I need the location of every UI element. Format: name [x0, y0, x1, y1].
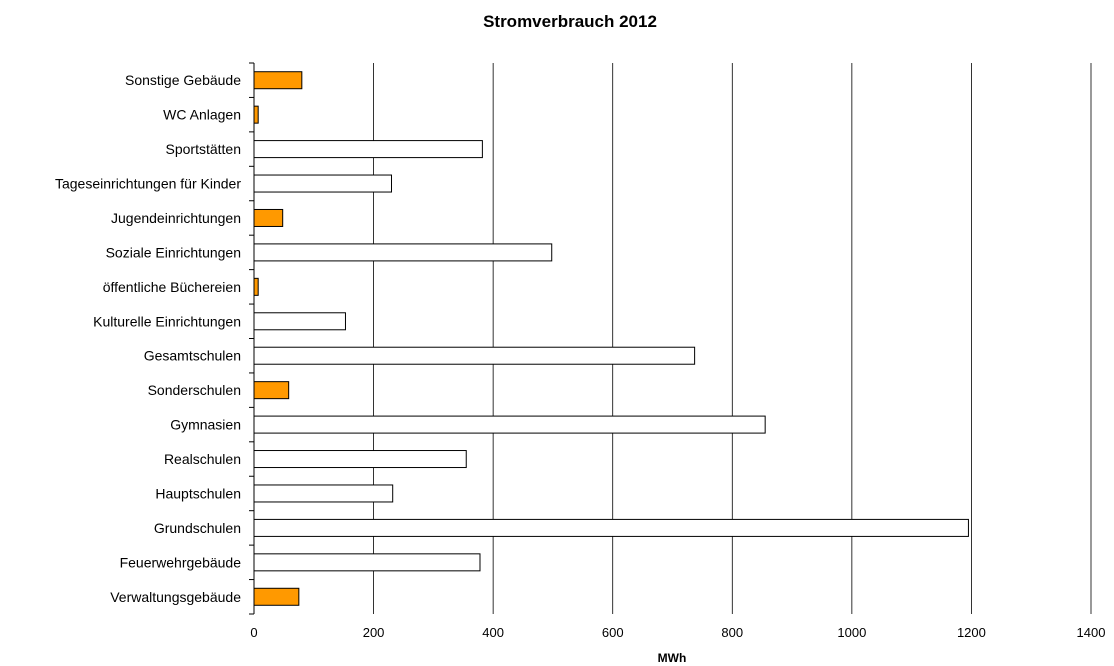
bar-1: [253, 105, 259, 124]
category-label-7: Kulturelle Einrichtungen: [93, 313, 241, 329]
category-label-4: Jugendeinrichtungen: [111, 210, 241, 226]
bar-9: [253, 381, 290, 400]
chart-title: Stromverbrauch 2012: [483, 12, 657, 31]
x-tick-label-600: 600: [602, 625, 624, 640]
gridlines: [373, 63, 1092, 614]
category-label-10: Gymnasien: [170, 417, 241, 433]
category-label-1: WC Anlagen: [163, 107, 241, 123]
bar-14: [253, 553, 481, 572]
bar-13: [253, 518, 969, 537]
category-label-11: Realschulen: [164, 451, 241, 467]
category-label-15: Verwaltungsgebäude: [110, 589, 241, 605]
bar-12: [253, 484, 394, 503]
category-label-6: öffentliche Büchereien: [103, 279, 241, 295]
category-label-2: Sportstätten: [166, 141, 242, 157]
category-labels: Sonstige Gebäude WC Anlagen Sportstätten Ta…: [55, 62, 254, 615]
bar-2: [253, 140, 483, 159]
x-tick-label-400: 400: [482, 625, 504, 640]
x-tick-label-1000: 1000: [837, 625, 866, 640]
category-label-5: Soziale Einrichtungen: [106, 244, 241, 260]
bar-10: [253, 415, 766, 434]
bar-15: [253, 587, 300, 606]
bar-3: [253, 174, 393, 193]
x-tick-label-200: 200: [363, 625, 385, 640]
bar-5: [253, 243, 553, 262]
bar-11: [253, 450, 467, 469]
x-tick-label-800: 800: [721, 625, 743, 640]
category-label-8: Gesamtschulen: [144, 348, 241, 364]
bars: [253, 71, 969, 606]
bar-4: [253, 208, 284, 227]
tick-labels: 0 200 400 600 800 1000 1200 1400: [250, 625, 1105, 640]
x-tick-label-0: 0: [250, 625, 257, 640]
x-tick-label-1400: 1400: [1077, 625, 1106, 640]
bar-8: [253, 346, 696, 365]
bar-6: [253, 277, 259, 296]
category-label-13: Grundschulen: [154, 520, 241, 536]
x-tick-label-1200: 1200: [957, 625, 986, 640]
category-label-12: Hauptschulen: [155, 485, 241, 501]
x-axis-title: MWh: [658, 651, 687, 665]
bar-0: [253, 71, 303, 90]
category-label-0: Sonstige Gebäude: [125, 72, 241, 88]
category-label-9: Sonderschulen: [148, 382, 241, 398]
category-label-14: Feuerwehrgebäude: [120, 554, 242, 570]
bar-7: [253, 312, 346, 331]
category-label-3: Tageseinrichtungen für Kinder: [55, 176, 241, 192]
